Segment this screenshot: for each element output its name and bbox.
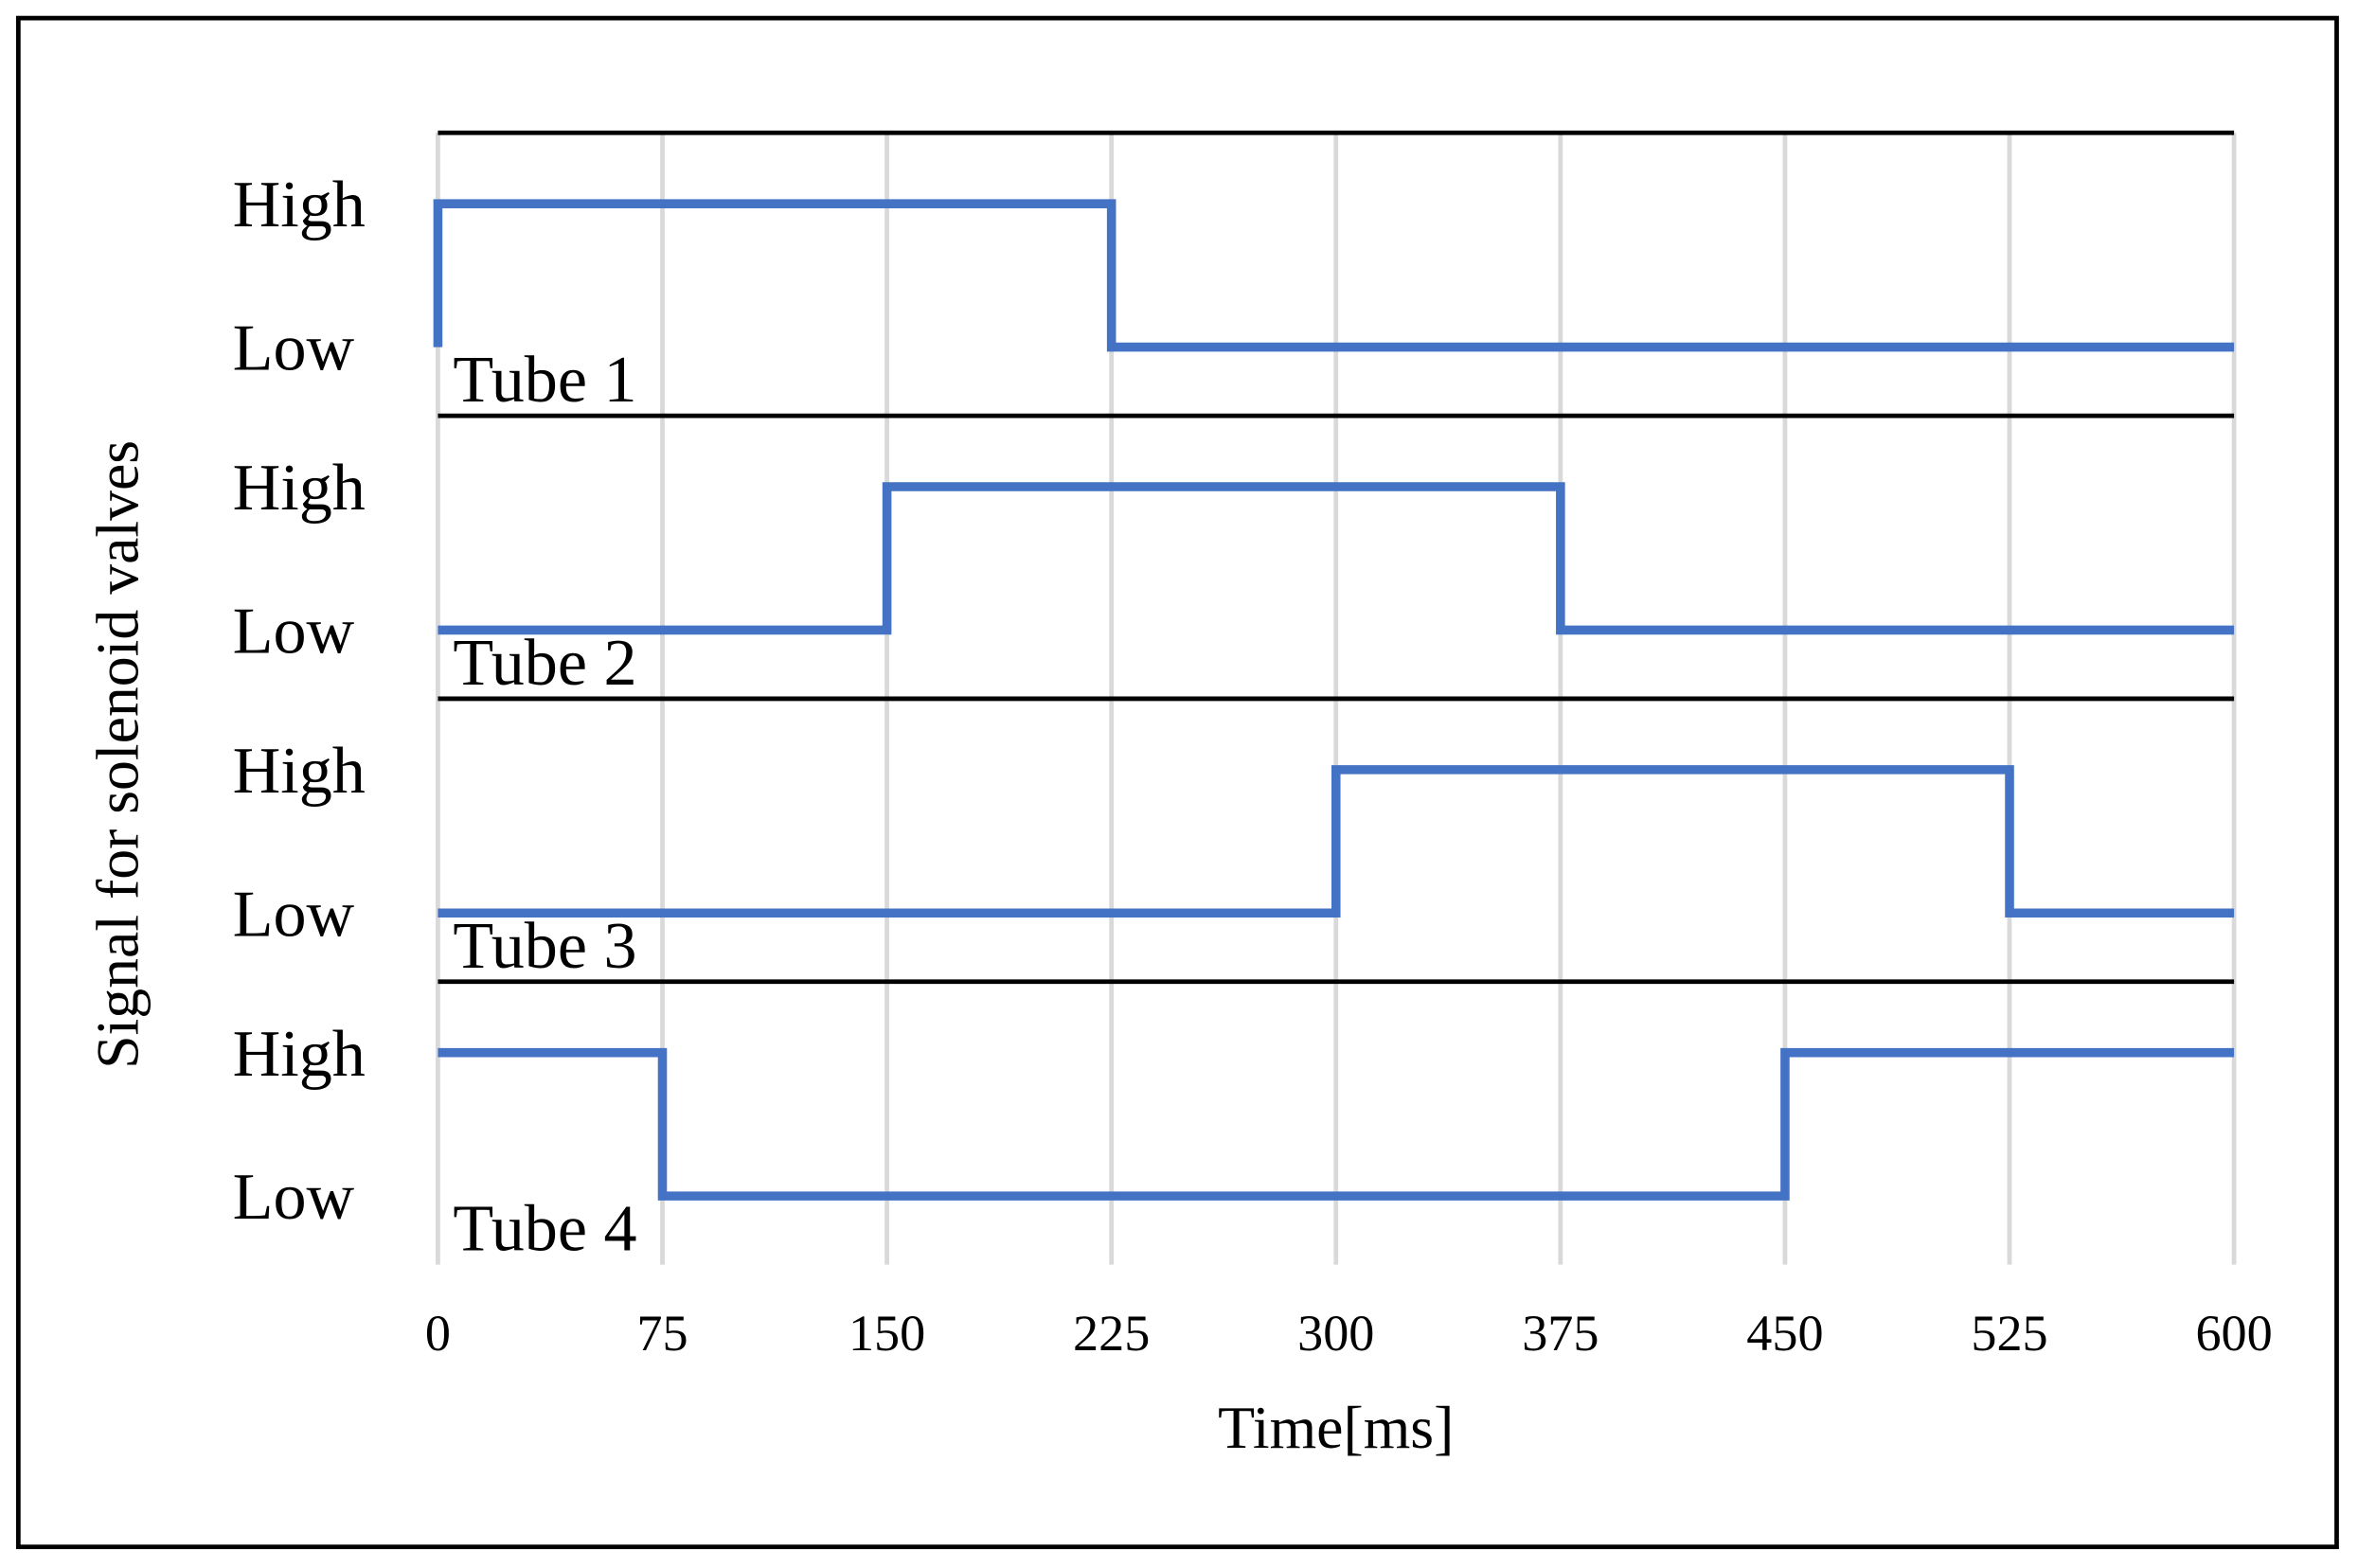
y-tick-label: Low bbox=[233, 878, 355, 951]
y-tick-label: Low bbox=[233, 312, 355, 385]
series-label: Tube 2 bbox=[453, 627, 636, 700]
series-label: Tube 1 bbox=[453, 344, 636, 417]
signal-line bbox=[438, 1047, 2235, 1201]
x-tick-label: 525 bbox=[1971, 1305, 2047, 1362]
x-tick-label: 300 bbox=[1297, 1305, 1374, 1362]
frame bbox=[15, 15, 2339, 1550]
y-tick-label: High bbox=[233, 735, 366, 808]
x-tick-label: 600 bbox=[2195, 1305, 2272, 1362]
x-tick-label: 450 bbox=[1746, 1305, 1823, 1362]
x-tick-label: 375 bbox=[1522, 1305, 1599, 1362]
y-tick-label: High bbox=[233, 1018, 366, 1091]
x-axis-title: Time[ms] bbox=[1218, 1394, 1454, 1461]
x-tick-label: 75 bbox=[636, 1305, 688, 1362]
y-tick-label: High bbox=[233, 452, 366, 525]
y-tick-label: Low bbox=[233, 595, 355, 668]
signal-line bbox=[433, 199, 2235, 352]
y-tick-label: High bbox=[233, 169, 366, 241]
signal-line bbox=[438, 765, 2235, 918]
x-tick-label: 0 bbox=[425, 1305, 451, 1362]
x-tick-label: 150 bbox=[849, 1305, 925, 1362]
y-axis-title: Signal for solenoid valves bbox=[84, 440, 152, 1069]
series-label: Tube 3 bbox=[453, 910, 636, 983]
y-tick-label: Low bbox=[233, 1161, 355, 1234]
series-label: Tube 4 bbox=[453, 1193, 636, 1266]
x-tick-label: 225 bbox=[1073, 1305, 1150, 1362]
signal-line bbox=[438, 482, 2235, 635]
